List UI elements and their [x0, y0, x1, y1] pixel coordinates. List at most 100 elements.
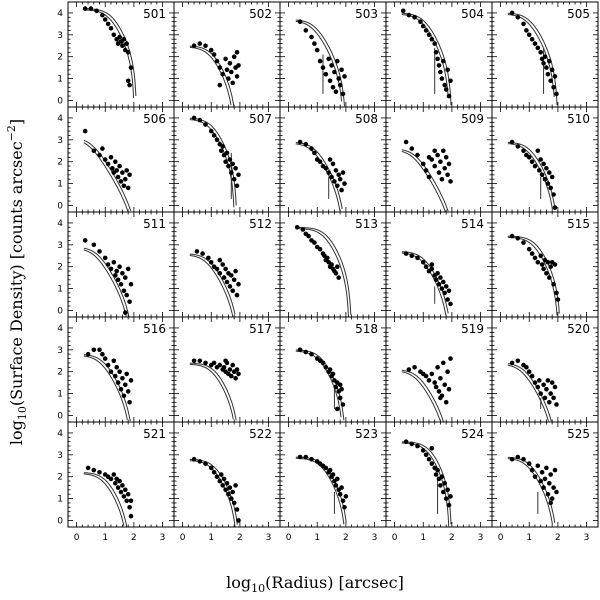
model-curve	[189, 117, 237, 206]
data-point	[100, 351, 105, 357]
data-point	[549, 496, 555, 501]
data-point	[549, 174, 555, 180]
data-point	[97, 249, 102, 254]
panel-ticks	[174, 2, 280, 107]
y-tick-label: 1	[57, 390, 63, 400]
data-point	[309, 456, 314, 462]
panel-label: 524	[461, 427, 484, 441]
x-tick-label: 0	[180, 533, 186, 543]
data-point	[113, 373, 118, 379]
y-tick-labels: 0 1 2 3 4 0 1 2 3 4 0 1 2 3 4 0 1 2 3 4 0 1 2 3 4	[57, 9, 63, 527]
data-point	[423, 168, 429, 173]
data-point	[537, 168, 542, 173]
model-curves	[507, 141, 556, 210]
data-point	[426, 32, 432, 38]
data-point	[82, 238, 88, 243]
data-point	[303, 454, 309, 460]
y-tick-label: 3	[57, 346, 63, 356]
data-point	[432, 41, 438, 46]
data-point	[108, 155, 114, 160]
data-point	[433, 384, 439, 390]
panel-label: 503	[355, 7, 378, 21]
data-point	[538, 50, 543, 55]
data-point	[118, 489, 124, 495]
data-point	[224, 67, 230, 73]
data-point	[236, 281, 241, 287]
y-tick-label: 3	[57, 136, 63, 146]
data-points	[82, 6, 134, 88]
panel-508: 508	[279, 106, 387, 213]
data-point	[118, 386, 124, 392]
data-point	[409, 253, 415, 259]
y-tick-label: 4	[57, 114, 63, 124]
model-curve-alt	[83, 249, 127, 317]
data-point	[409, 146, 415, 151]
data-point	[303, 28, 309, 33]
data-point	[197, 117, 203, 123]
y-tick-label: 3	[57, 451, 63, 461]
data-point	[548, 264, 553, 270]
data-point	[420, 161, 426, 167]
data-point	[124, 292, 129, 298]
data-point	[211, 470, 217, 475]
data-point	[439, 286, 445, 291]
data-point	[303, 141, 309, 147]
data-point	[325, 255, 330, 261]
data-point	[547, 481, 552, 486]
data-point	[433, 277, 439, 283]
data-point	[332, 179, 337, 184]
data-point	[538, 253, 543, 259]
data-point	[403, 439, 409, 445]
panel-label: 519	[461, 322, 484, 336]
data-point	[526, 369, 532, 375]
data-point	[532, 474, 538, 480]
panel-505: 505	[491, 1, 599, 108]
x-tick-label: 1	[526, 533, 532, 543]
model-curve	[401, 149, 449, 212]
data-point	[551, 395, 556, 401]
panel-506: 506	[67, 106, 175, 213]
panel-503: 503	[279, 1, 387, 108]
data-point	[217, 82, 223, 88]
model-curve	[295, 142, 343, 209]
data-point	[423, 28, 429, 33]
data-point	[323, 71, 329, 77]
data-point	[529, 373, 535, 379]
data-point	[127, 82, 132, 88]
data-point	[333, 89, 339, 94]
x-tick-label: 0	[498, 533, 504, 543]
data-points	[406, 356, 453, 405]
data-point	[203, 122, 208, 127]
data-point	[337, 395, 343, 401]
data-point	[85, 351, 91, 357]
data-points	[297, 19, 347, 97]
data-point	[541, 266, 546, 272]
x-tick-label: 0	[74, 533, 80, 543]
panel-label: 521	[143, 427, 166, 441]
panel-510: 510	[491, 106, 599, 213]
panel-519: 519	[385, 316, 493, 423]
data-point	[217, 362, 223, 368]
data-point	[554, 91, 559, 97]
data-point	[515, 454, 521, 460]
data-point	[128, 281, 134, 287]
data-point	[219, 148, 224, 154]
data-point	[529, 36, 535, 42]
data-point	[441, 489, 446, 495]
model-curve	[295, 226, 352, 315]
data-points	[85, 347, 134, 405]
x-tick-label: 2	[343, 533, 349, 543]
data-point	[441, 360, 446, 366]
data-point	[509, 456, 515, 462]
model-curve-alt	[507, 364, 549, 422]
panel-502: 502	[173, 1, 281, 108]
data-point	[545, 378, 551, 383]
data-point	[326, 170, 332, 175]
data-points	[191, 41, 241, 88]
data-point	[97, 347, 102, 353]
data-point	[418, 19, 423, 25]
data-point	[327, 367, 333, 372]
data-point	[117, 34, 122, 40]
data-point	[442, 481, 448, 486]
data-point	[114, 365, 119, 370]
